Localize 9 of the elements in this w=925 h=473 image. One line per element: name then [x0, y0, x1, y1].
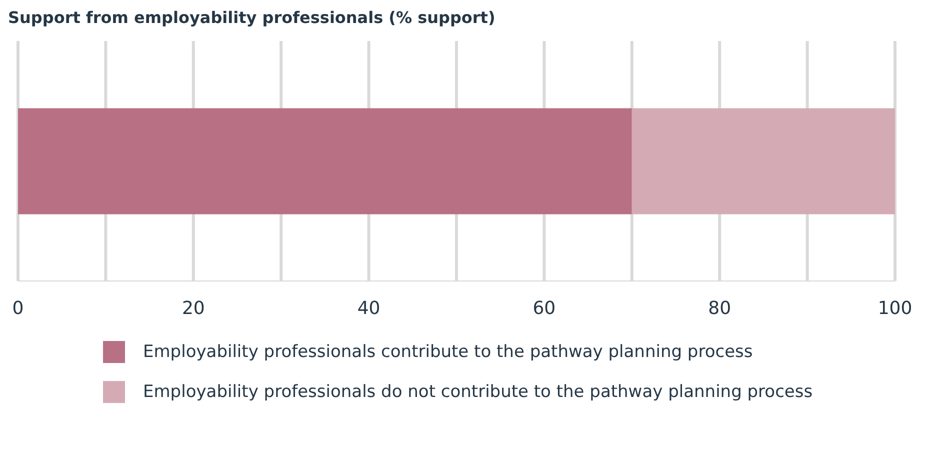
x-tick-label: 60: [532, 298, 556, 319]
legend-label: Employability professionals contribute to the pathway planning process: [143, 341, 753, 364]
x-tick-label: 80: [708, 298, 732, 319]
x-tick-label: 100: [878, 298, 912, 319]
legend-label: Employability professionals do not contribute to the pathway planning process: [143, 381, 813, 404]
chart-title: Support from employability professionals (% support): [8, 8, 496, 27]
x-tick-label: 40: [357, 298, 380, 319]
x-tick-label: 0: [12, 298, 24, 319]
x-tick-label: 20: [182, 298, 205, 319]
